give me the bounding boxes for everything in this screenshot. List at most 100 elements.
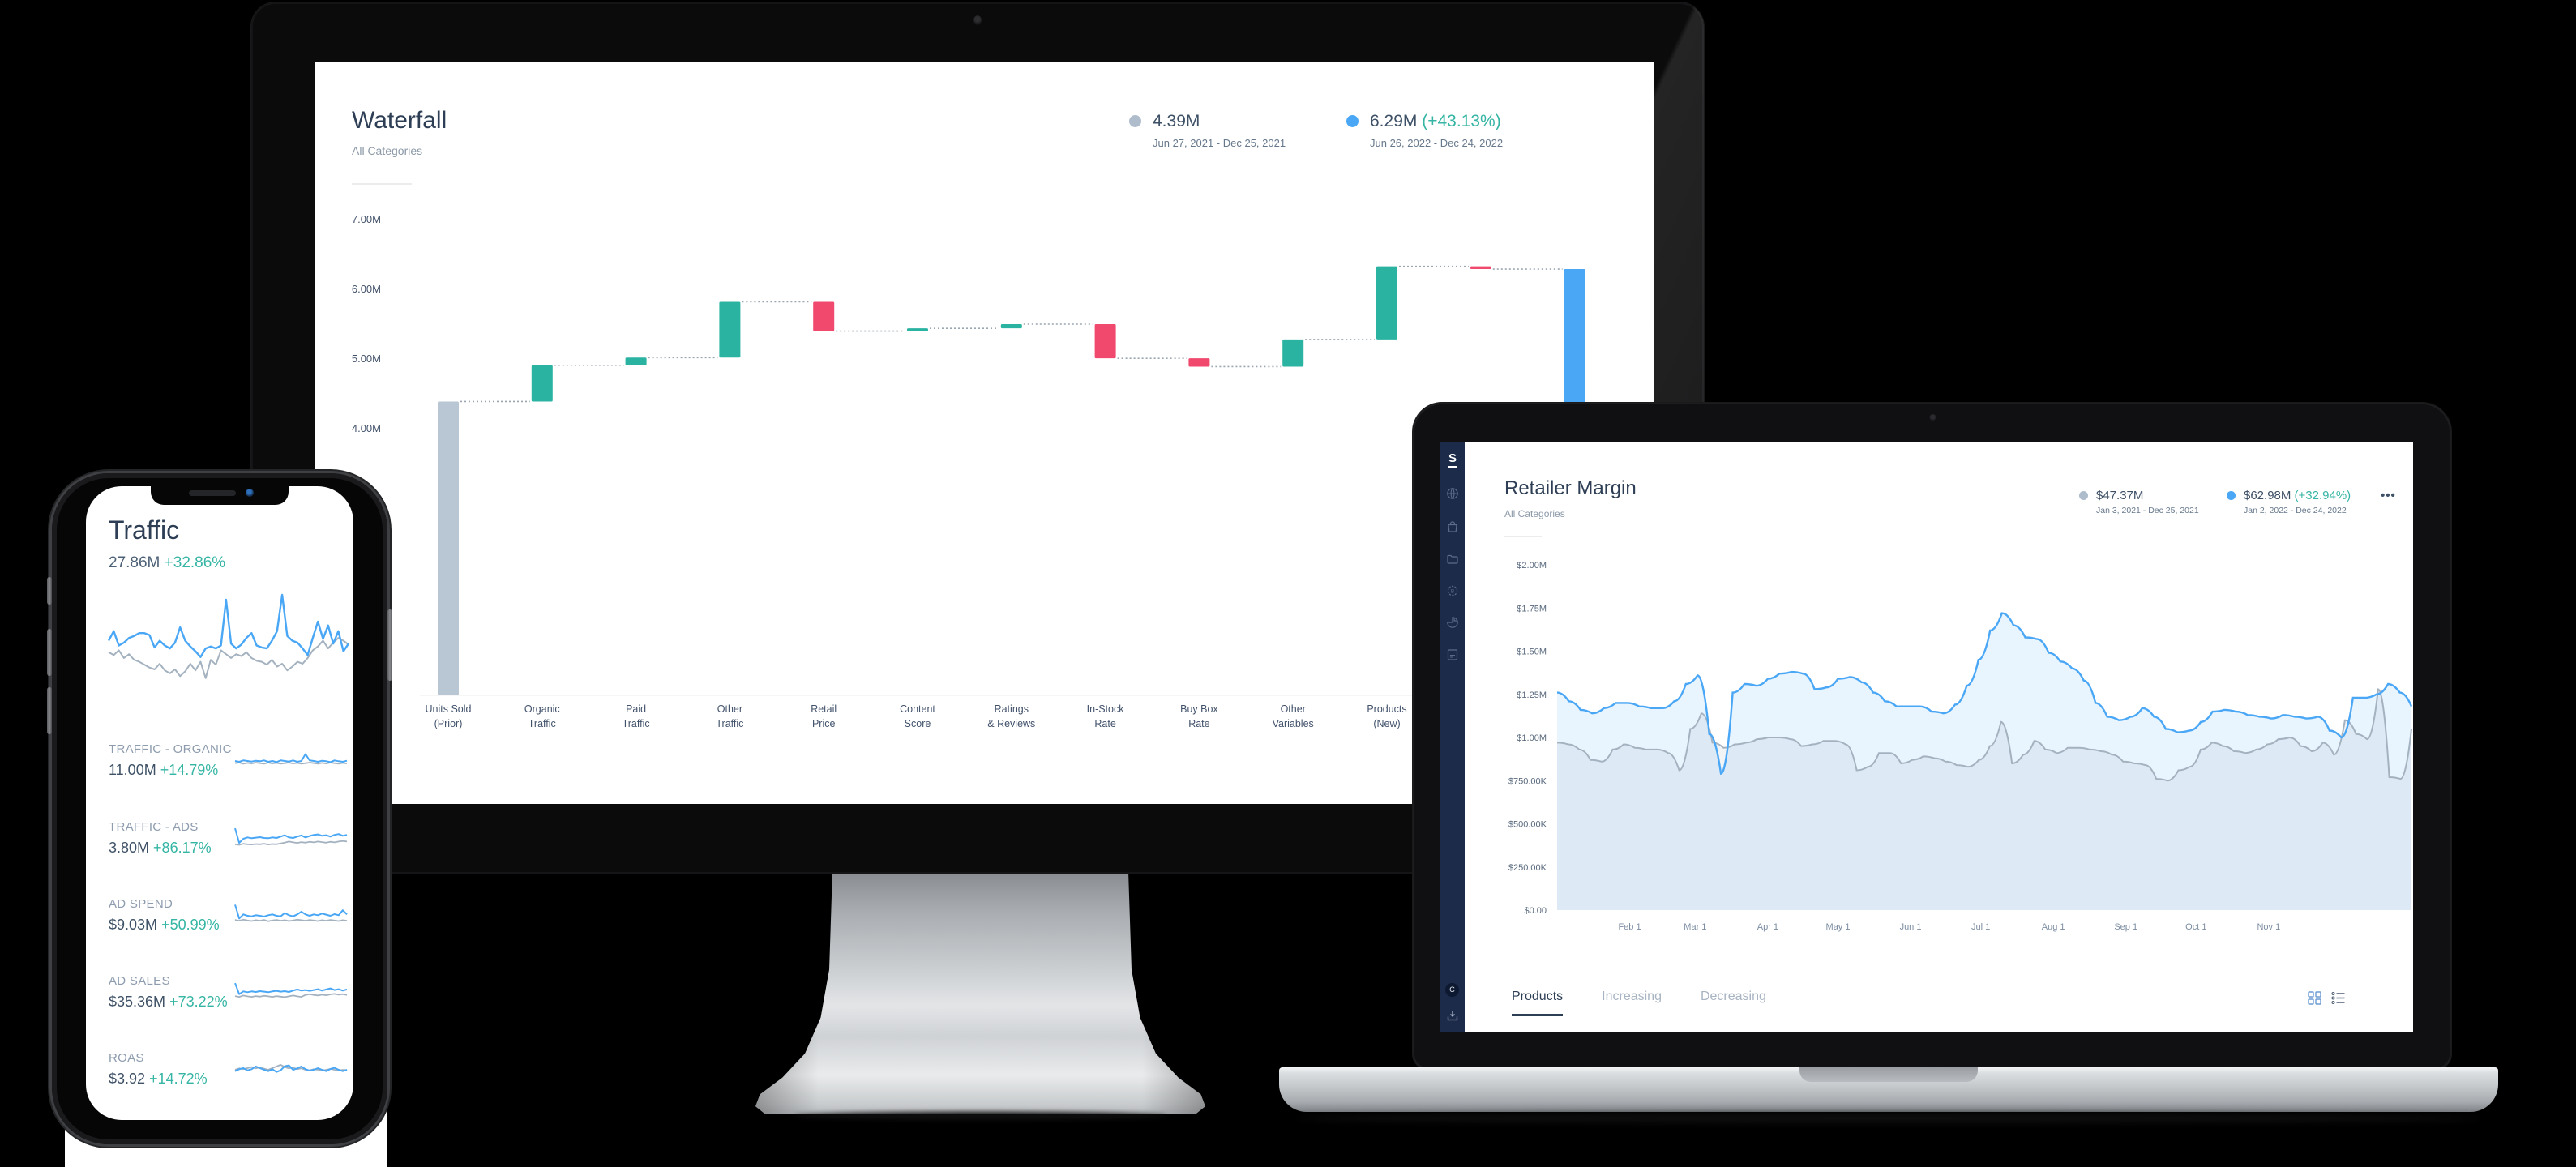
traffic-title: Traffic <box>109 515 180 545</box>
globe-icon[interactable] <box>1446 487 1459 500</box>
svg-text:$1.25M: $1.25M <box>1517 690 1547 700</box>
list-item-traffic-organic[interactable]: TRAFFIC - ORGANIC 11.00M +14.79% <box>109 742 232 778</box>
svg-text:Other: Other <box>717 703 742 715</box>
sparkline-roas <box>234 1063 348 1073</box>
svg-text:Products: Products <box>1367 703 1406 715</box>
svg-text:$250.00K: $250.00K <box>1508 863 1547 873</box>
tab-products[interactable]: Products <box>1512 990 1564 1016</box>
laptop-base-notch <box>1799 1067 1978 1082</box>
svg-text:Price: Price <box>812 718 836 729</box>
phone-volume-up-button <box>47 629 52 676</box>
legend-current-period[interactable]: 6.29M (+43.13%) Jun 26, 2022 - Dec 24, 2… <box>1346 112 1503 149</box>
speaker-icon <box>189 490 236 496</box>
legend-prior-dot-icon <box>1129 115 1141 127</box>
svg-text:Organic: Organic <box>524 703 560 715</box>
svg-text:4.00M: 4.00M <box>352 422 381 434</box>
legend-current-dates: Jan 2, 2022 - Dec 24, 2022 <box>2244 506 2347 515</box>
tab-decreasing[interactable]: Decreasing <box>1700 990 1766 1003</box>
svg-text:$2.00M: $2.00M <box>1517 561 1547 571</box>
retailer-margin-chart: $2.00M $1.75M $1.50M $1.25M $1.00M $750.00K $5… <box>1508 561 2413 932</box>
svg-text:(Prior): (Prior) <box>434 718 463 729</box>
svg-text:Other: Other <box>1281 703 1306 715</box>
svg-text:7.00M: 7.00M <box>352 213 381 225</box>
svg-text:In-Stock: In-Stock <box>1087 703 1125 715</box>
app-logo[interactable]: S <box>1440 451 1465 468</box>
legend-current-dates: Jun 26, 2022 - Dec 24, 2022 <box>1370 137 1504 149</box>
sparkline-ad-sales <box>234 982 348 998</box>
legend-current-dot-icon <box>2227 491 2236 500</box>
phone-power-button <box>387 609 392 681</box>
legend-current-delta: (+43.13%) <box>1422 112 1501 130</box>
svg-text:Jul 1: Jul 1 <box>1971 922 1990 932</box>
list-view-icon[interactable] <box>2331 991 2346 1005</box>
svg-text:Traffic: Traffic <box>528 718 556 729</box>
bottom-tabs: Products Increasing Decreasing <box>1512 990 1805 1016</box>
traffic-summary: 27.86M +32.86% <box>109 554 226 571</box>
legend-current-value: $62.98M (+32.94%) <box>2244 489 2351 502</box>
svg-text:& Reviews: & Reviews <box>987 718 1035 729</box>
svg-text:Mar 1: Mar 1 <box>1684 922 1706 932</box>
user-avatar[interactable]: C <box>1445 983 1459 997</box>
svg-text:$1.50M: $1.50M <box>1517 648 1547 657</box>
svg-text:$500.00K: $500.00K <box>1508 820 1547 830</box>
svg-text:Buy Box: Buy Box <box>1180 703 1218 715</box>
phone-screen: Traffic 27.86M +32.86% TRAFFIC - ORGANIC… <box>86 486 353 1120</box>
legend-prior-period[interactable]: $47.37M Jan 3, 2021 - Dec 25, 2021 <box>2079 489 2199 515</box>
pie-chart-icon[interactable] <box>1446 616 1459 629</box>
folder-icon[interactable] <box>1446 553 1459 566</box>
svg-text:Aug 1: Aug 1 <box>2042 922 2065 932</box>
svg-text:Jun 1: Jun 1 <box>1900 922 1922 932</box>
svg-text:Units Sold: Units Sold <box>426 703 472 715</box>
svg-text:(New): (New) <box>1373 718 1400 729</box>
svg-text:Score: Score <box>905 718 931 729</box>
retailer-margin-subtitle: All Categories <box>1504 508 1565 519</box>
list-item-roas[interactable]: ROAS $3.92 +14.72% <box>109 1051 208 1087</box>
svg-text:$0.00: $0.00 <box>1524 906 1547 916</box>
grid-view-icon[interactable] <box>2308 991 2321 1005</box>
svg-text:Rate: Rate <box>1188 718 1209 729</box>
tab-increasing[interactable]: Increasing <box>1602 990 1662 1003</box>
legend-current-dot-icon <box>1346 115 1359 127</box>
legend-prior-dot-icon <box>2079 491 2088 500</box>
divider <box>1504 536 1542 537</box>
webcam-icon <box>973 15 982 25</box>
webcam-icon <box>1928 414 1936 421</box>
divider <box>352 183 412 185</box>
sparkline-traffic-ads <box>234 827 348 846</box>
legend-prior-period[interactable]: 4.39M Jun 27, 2021 - Dec 25, 2021 <box>1129 112 1286 149</box>
svg-text:Paid: Paid <box>626 703 646 715</box>
retailer-margin-title: Retailer Margin <box>1504 477 1637 499</box>
svg-text:$1.75M: $1.75M <box>1517 604 1547 613</box>
svg-text:Apr 1: Apr 1 <box>1757 922 1778 932</box>
more-options-icon[interactable]: ••• <box>2381 489 2396 502</box>
svg-text:Oct 1: Oct 1 <box>2185 922 2206 932</box>
laptop-base <box>1279 1067 2498 1112</box>
list-item-traffic-ads[interactable]: TRAFFIC - ADS 3.80M +86.17% <box>109 820 212 856</box>
svg-text:6.00M: 6.00M <box>352 283 381 295</box>
sidebar: S B C <box>1440 442 1465 1032</box>
badge-icon[interactable]: B <box>1446 584 1459 597</box>
svg-text:Nov 1: Nov 1 <box>2257 922 2280 932</box>
waterfall-panel-subtitle: All Categories <box>352 144 423 157</box>
svg-text:Traffic: Traffic <box>716 718 743 729</box>
traffic-chart <box>107 593 349 679</box>
legend-current-delta: (+32.94%) <box>2294 489 2351 502</box>
svg-text:Traffic: Traffic <box>623 718 650 729</box>
legend-current-period[interactable]: $62.98M (+32.94%) Jan 2, 2022 - Dec 24, … <box>2227 489 2351 515</box>
document-icon[interactable] <box>1446 648 1459 661</box>
svg-text:Ratings: Ratings <box>995 703 1029 715</box>
list-item-ad-sales[interactable]: AD SALES $35.36M +73.22% <box>109 974 228 1010</box>
legend-prior-dates: Jun 27, 2021 - Dec 25, 2021 <box>1153 137 1286 149</box>
legend-current-value: 6.29M (+43.13%) <box>1370 112 1501 130</box>
svg-text:B: B <box>1451 589 1454 595</box>
svg-text:Feb 1: Feb 1 <box>1618 922 1641 932</box>
waterfall-panel-title: Waterfall <box>352 107 447 134</box>
laptop-screen: S B C Retailer Margin All Ca <box>1440 442 2413 1032</box>
shopping-bag-icon[interactable] <box>1446 520 1459 533</box>
legend-prior-dates: Jan 3, 2021 - Dec 25, 2021 <box>2096 506 2199 515</box>
svg-text:5.00M: 5.00M <box>352 353 381 365</box>
phone-notch <box>151 486 289 505</box>
download-icon[interactable] <box>1446 1009 1459 1022</box>
monitor-stand <box>755 874 1205 1114</box>
list-item-ad-spend[interactable]: AD SPEND $9.03M +50.99% <box>109 897 220 933</box>
